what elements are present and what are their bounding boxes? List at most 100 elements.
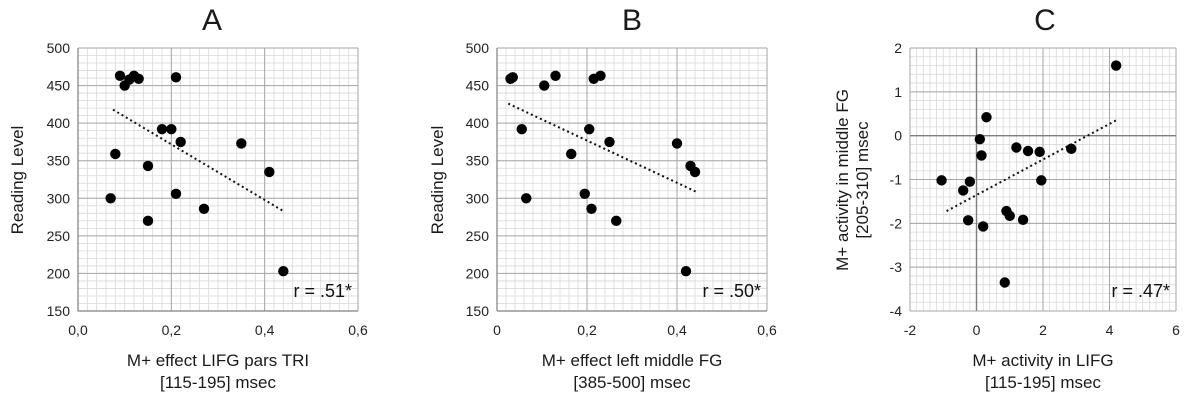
panel-a-ytick-label: 150	[47, 303, 71, 319]
panel-b-data-point	[604, 136, 615, 148]
panel-b: B Reading Level 0 0,2 0,4 0,6 150 200 250 300 35…	[400, 0, 795, 407]
panel-a-data-point	[170, 72, 182, 83]
panel-a-xlabel: M+ effect LIFG pars TRI [115-195] msec	[48, 350, 388, 394]
panel-b-data-point	[611, 215, 622, 227]
panel-a-chart: 0,0 0,2 0,4 0,6 150 200 250 300 350 400 450 500 r = …	[47, 40, 368, 338]
panel-c-data-point	[1066, 143, 1077, 155]
panel-c-ytick-label: -2	[890, 215, 903, 231]
panel-b-xlabel-line-1: M+ effect left middle FG	[541, 351, 723, 370]
panel-b-xtick-label: 0,4	[667, 322, 687, 338]
panel-a-data-point	[264, 166, 275, 178]
panel-a-ytick-label: 300	[47, 190, 71, 206]
panel-b-chart: 0 0,2 0,4 0,6 150 200 250 300 350 400 450 500 r = .5…	[466, 40, 777, 338]
panel-a-data-point	[142, 215, 154, 227]
panel-b-data-point	[566, 148, 577, 160]
panel-b-ytick-label: 400	[466, 115, 490, 131]
panel-a-correlation-label: r = .51*	[293, 281, 352, 301]
panel-c-data-point	[1022, 145, 1034, 157]
panel-a-data-point	[142, 160, 154, 172]
panel-c-data-point	[981, 112, 992, 123]
panel-a-xtick-label: 0,6	[348, 322, 368, 338]
panel-b-data-point	[521, 193, 532, 204]
panel-a-data-point	[166, 123, 177, 135]
panel-a-data-point	[236, 138, 247, 149]
panel-c-data-point	[1036, 175, 1047, 186]
panel-b-xtick-label: 0,6	[757, 322, 777, 338]
panel-c: C M+ activity in middle FG [205-310] mse…	[795, 0, 1186, 407]
panel-c-letter: C	[1034, 4, 1056, 37]
panel-c-data-point	[1017, 214, 1029, 226]
panel-c-correlation-label: r = .47*	[1111, 281, 1170, 301]
panel-c-data-point	[964, 176, 976, 187]
panel-c-ytick-label: 2	[894, 40, 902, 56]
panel-b-ytick-label: 350	[466, 153, 490, 169]
panel-c-data-point	[974, 133, 986, 145]
panel-c-data-point	[962, 215, 974, 226]
panel-c-data-point	[1034, 146, 1045, 158]
panel-b-ytick-label: 500	[466, 40, 490, 56]
panel-b-data-point	[680, 265, 692, 277]
panel-a-data-point	[156, 123, 168, 135]
panel-a-ytick-label: 350	[47, 153, 71, 169]
panel-a-xtick-label: 0,4	[255, 322, 275, 338]
panel-a-xtick-label: 0,2	[162, 322, 182, 338]
panel-c-xtick-label: 2	[1039, 322, 1047, 338]
panel-b-data-point	[584, 123, 595, 135]
panel-a-trendline	[112, 108, 284, 212]
panel-c-ytick-label: -1	[890, 172, 903, 188]
panel-b-xtick-label: 0,2	[577, 322, 597, 338]
panel-a-data-point	[133, 73, 144, 85]
panel-b-data-point	[579, 188, 590, 199]
panel-c-data-point	[1004, 210, 1015, 222]
panel-c-data-point	[1011, 142, 1022, 153]
panel-b-data-point	[689, 166, 701, 178]
panel-c-chart: -2 0 2 4 6 -4 -3 -2 -1 0 1 2 r = .47*	[890, 40, 1181, 338]
panel-a-xtick-label: 0,0	[68, 322, 88, 338]
panel-b-data-point	[595, 70, 606, 82]
panel-b-ytick-label: 150	[466, 303, 490, 319]
panel-b-data-point	[539, 80, 550, 91]
panel-a-ytick-label: 200	[47, 265, 71, 281]
panel-c-xtick-label: 0	[973, 322, 981, 338]
panel-c-data-point	[958, 185, 969, 196]
panel-a-xlabel-line-2: [115-195] msec	[160, 373, 276, 392]
panel-b-data-point	[507, 72, 518, 83]
panel-b-ytick-label: 450	[466, 78, 490, 94]
panel-a-minor-grid	[77, 47, 359, 312]
panel-c-xtick-label: 4	[1106, 322, 1114, 338]
panel-b-minor-grid	[496, 47, 768, 312]
panel-b-ytick-label: 200	[466, 265, 490, 281]
panel-b-ytick-label: 250	[466, 228, 490, 244]
panel-b-xlabel: M+ effect left middle FG [385-500] msec	[462, 350, 802, 394]
panel-a-data-point	[175, 136, 186, 148]
panel-c-ytick-label: -4	[890, 303, 903, 319]
panel-b-ytick-label: 300	[466, 190, 490, 206]
panel-a-xlabel-line-1: M+ effect LIFG pars TRI	[126, 351, 310, 370]
panel-a-letter: A	[201, 4, 222, 37]
panel-c-ytick-label: 0	[894, 128, 902, 144]
panel-b-letter: B	[621, 4, 642, 37]
panel-a-ytick-label: 500	[47, 40, 71, 56]
panel-b-correlation-label: r = .50*	[702, 281, 761, 301]
panel-a-ytick-label: 400	[47, 115, 71, 131]
panel-b-data-point	[550, 70, 561, 82]
panel-c-ytick-label: -3	[890, 259, 903, 275]
panel-b-xlabel-line-2: [385-500] msec	[573, 373, 691, 392]
panel-b-data-point	[516, 123, 527, 135]
panel-c-data-point	[999, 277, 1010, 288]
panel-a-data-point	[278, 265, 289, 277]
panel-a-data-point	[170, 188, 182, 199]
panel-c-xtick-label: -2	[904, 322, 917, 338]
panel-c-data-point	[976, 150, 987, 161]
panel-c-data-point	[977, 221, 989, 232]
panel-c-ytick-label: 1	[894, 84, 902, 100]
panel-a-data-point	[114, 70, 126, 82]
panel-a-data-point	[110, 148, 121, 160]
panel-a: A Reading Level 0,0 0,2 0,4 0,6 150 200 250 300…	[0, 0, 400, 407]
panel-c-xlabel-line-1: M+ activity in LIFG	[972, 351, 1114, 370]
panel-b-data-point	[586, 203, 597, 215]
panel-c-data-point	[1110, 60, 1122, 71]
panel-c-trendline	[946, 119, 1117, 212]
panel-a-ytick-label: 450	[47, 78, 71, 94]
panel-c-xtick-label: 6	[1172, 322, 1180, 338]
